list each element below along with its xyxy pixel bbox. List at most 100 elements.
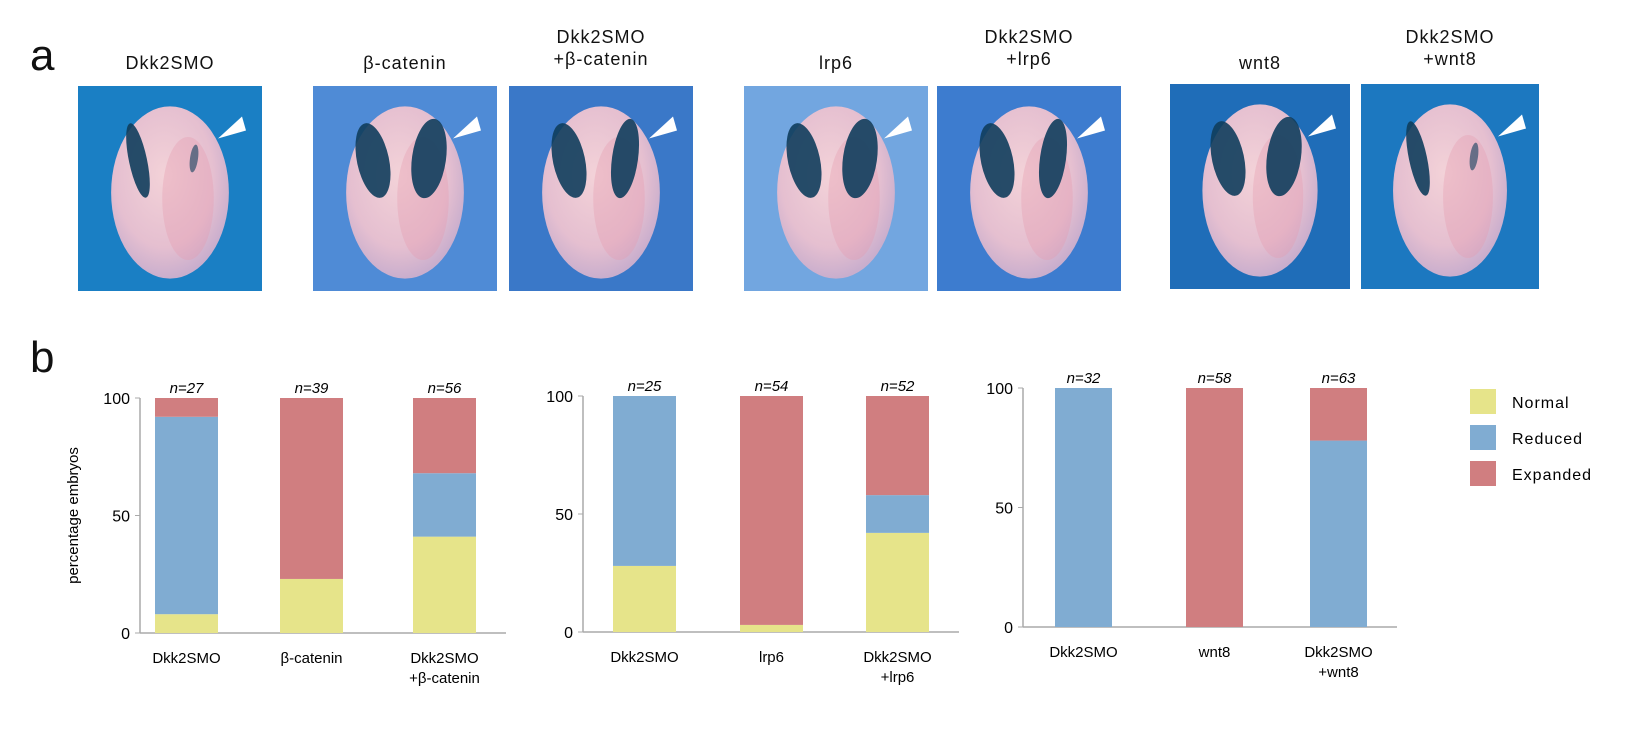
bar-segment-normal [866,532,929,632]
photo-label-line1: Dkk2SMO [984,27,1074,47]
legend-label: Reduced [1512,431,1583,448]
embryo-photo [1361,84,1539,289]
photo-label-line2: +lrp6 [1006,49,1052,69]
bar-segment-expanded [740,396,803,625]
bar-segment-reduced [1055,388,1112,627]
photo-label: Dkk2SMO [70,52,270,74]
photo-label-line2: +wnt8 [1423,49,1477,69]
n-label: n=27 [170,380,204,397]
stain-left [786,123,822,198]
stain-left [126,123,150,198]
stain-right [189,144,199,173]
photo-label-line1: β-catenin [363,53,447,73]
embryo-photo [937,86,1121,291]
bar-segment-expanded [413,398,476,474]
photo-label-line1: Dkk2SMO [1405,27,1495,47]
stain-right [411,118,447,199]
x-tick-label: lrp6 [759,649,784,666]
embryo-photo [313,86,497,291]
stain-right [1469,142,1479,171]
y-tick-label: 100 [986,381,1013,398]
x-tick-label: Dkk2SMO [1049,644,1117,661]
stain-right [1266,116,1302,197]
stain-left [1210,121,1246,196]
bar-segment-reduced [413,473,476,537]
photo-label-line1: lrp6 [818,53,853,73]
x-tick-label: Dkk2SMO [1304,644,1372,661]
n-label: n=25 [628,378,662,395]
arrowhead-icon [453,116,481,139]
x-tick-label: Dkk2SMO [610,649,678,666]
arrowhead-icon [649,116,677,139]
embryo-photo [744,86,928,291]
x-tick-label: Dkk2SMO [410,650,478,667]
bar-segment-expanded [866,396,929,496]
stain-left [355,123,391,198]
n-label: n=56 [428,380,462,397]
bar-segment-expanded [155,398,218,417]
panel-a-letter: a [30,31,55,80]
x-tick-label: Dkk2SMO [152,650,220,667]
bar-segment-reduced [155,416,218,615]
n-label: n=63 [1322,370,1356,387]
bar-segment-reduced [613,396,676,566]
bar-segment-reduced [866,495,929,533]
x-tick-label: Dkk2SMO [863,649,931,666]
photo-label: β-catenin [305,52,505,74]
embryo-photo [78,86,262,291]
bar-segment-normal [740,624,803,632]
x-tick-label: +β-catenin [409,670,480,687]
embryo-photo [1170,84,1350,289]
stain-left [551,123,587,198]
stain-right [610,118,640,199]
photo-label: Dkk2SMO +lrp6 [929,26,1129,70]
arrowhead-icon [1308,114,1336,137]
photo-label-line1: Dkk2SMO [125,53,215,73]
embryo-photo [509,86,693,291]
stain-left [979,123,1015,198]
photo-label: Dkk2SMO +wnt8 [1350,26,1550,70]
x-tick-label: β-catenin [281,650,343,667]
x-tick-label: +lrp6 [881,669,915,686]
photo-label: lrp6 [736,52,936,74]
n-label: n=39 [295,380,329,397]
bar-segment-expanded [280,398,343,579]
y-tick-label: 0 [121,626,130,643]
y-tick-label: 0 [564,625,573,642]
n-label: n=58 [1198,370,1232,387]
y-tick-label: 50 [995,501,1013,518]
legend-label: Expanded [1512,467,1592,484]
n-label: n=54 [755,378,789,395]
bar-segment-normal [613,565,676,632]
x-tick-label: +wnt8 [1318,664,1358,681]
photo-label: wnt8 [1160,52,1360,74]
arrowhead-icon [1498,114,1526,137]
bar-segment-normal [155,614,218,633]
y-tick-label: 100 [103,391,130,408]
arrowhead-icon [1077,116,1105,139]
photo-label-line1: Dkk2SMO [556,27,646,47]
bar-segment-reduced [1310,440,1367,627]
arrowhead-icon [218,116,246,139]
stain-left [1406,121,1430,196]
x-tick-label: wnt8 [1198,644,1231,661]
photo-label-line2: +β-catenin [553,49,649,69]
legend-swatch-expanded [1470,461,1496,486]
n-label: n=32 [1067,370,1101,387]
photo-label: Dkk2SMO +β-catenin [501,26,701,70]
arrowhead-icon [884,116,912,139]
y-tick-label: 0 [1004,620,1013,637]
legend-label: Normal [1512,395,1570,412]
panel-b-letter: b [30,333,55,382]
y-tick-label: 50 [112,509,130,526]
y-axis-label: percentage embryos [65,447,82,584]
bar-segment-normal [280,578,343,633]
legend-swatch-normal [1470,389,1496,414]
stain-right [842,118,878,199]
y-tick-label: 100 [546,389,573,406]
bar-segment-normal [413,536,476,633]
bar-segment-expanded [1186,388,1243,627]
bar-segment-expanded [1310,388,1367,441]
